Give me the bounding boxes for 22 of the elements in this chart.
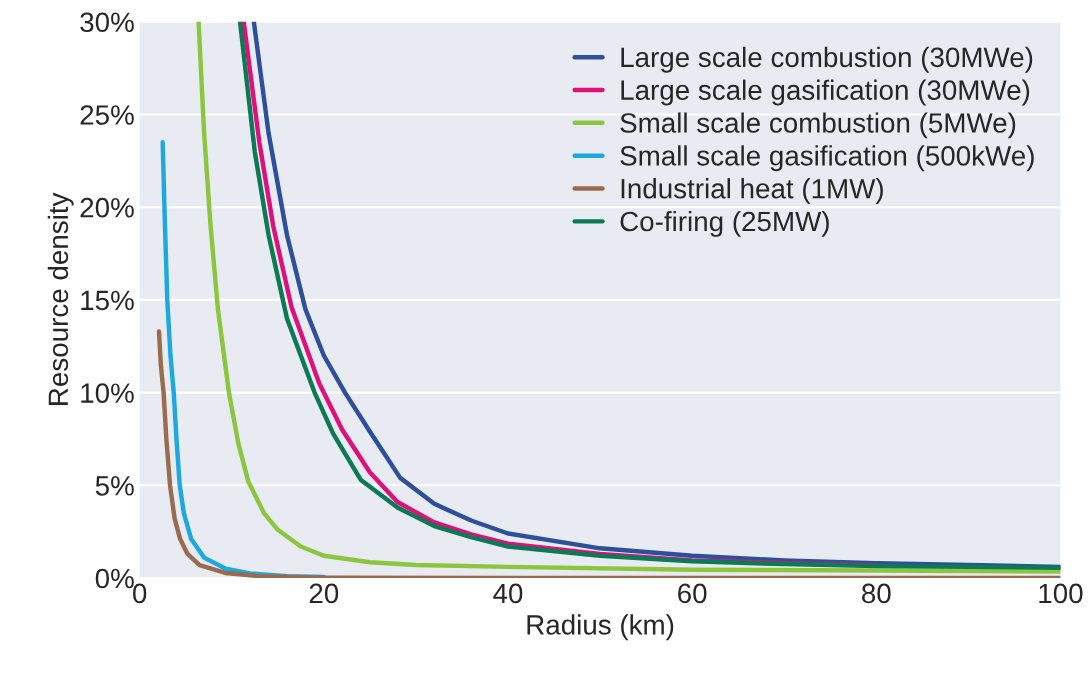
x-tick-label: 0 <box>133 583 147 604</box>
x-tick-label: 60 <box>678 583 707 604</box>
y-tick-label: 20% <box>80 197 134 218</box>
legend-label: Small scale combustion (5MWe) <box>620 112 1016 139</box>
x-tick-label: 100 <box>1039 583 1083 604</box>
x-tick-label: 20 <box>309 583 339 604</box>
y-axis-title: Resource density <box>47 192 74 405</box>
legend-label: Large scale combustion (30MWe) <box>621 46 1033 73</box>
y-tick-label: 0% <box>95 568 134 589</box>
legend-label: Industrial heat (1MW) <box>621 178 883 204</box>
line-series <box>156 329 1061 578</box>
x-axis-title: Radius (km) <box>527 614 674 641</box>
x-tick-label: 40 <box>493 583 523 604</box>
legend-label: Small scale gasification (500kWe) <box>620 145 1034 172</box>
x-tick-label: 80 <box>862 583 891 604</box>
y-tick-label: 10% <box>81 383 134 403</box>
y-tick-label: 15% <box>81 290 134 311</box>
y-tick-label: 30% <box>80 12 134 33</box>
y-tick-label: 5% <box>95 476 134 496</box>
legend-label: Co-firing (25MW) <box>620 210 829 237</box>
legend-label: Large scale gasification (30MWe) <box>621 79 1030 106</box>
y-tick-label: 25% <box>80 105 134 125</box>
